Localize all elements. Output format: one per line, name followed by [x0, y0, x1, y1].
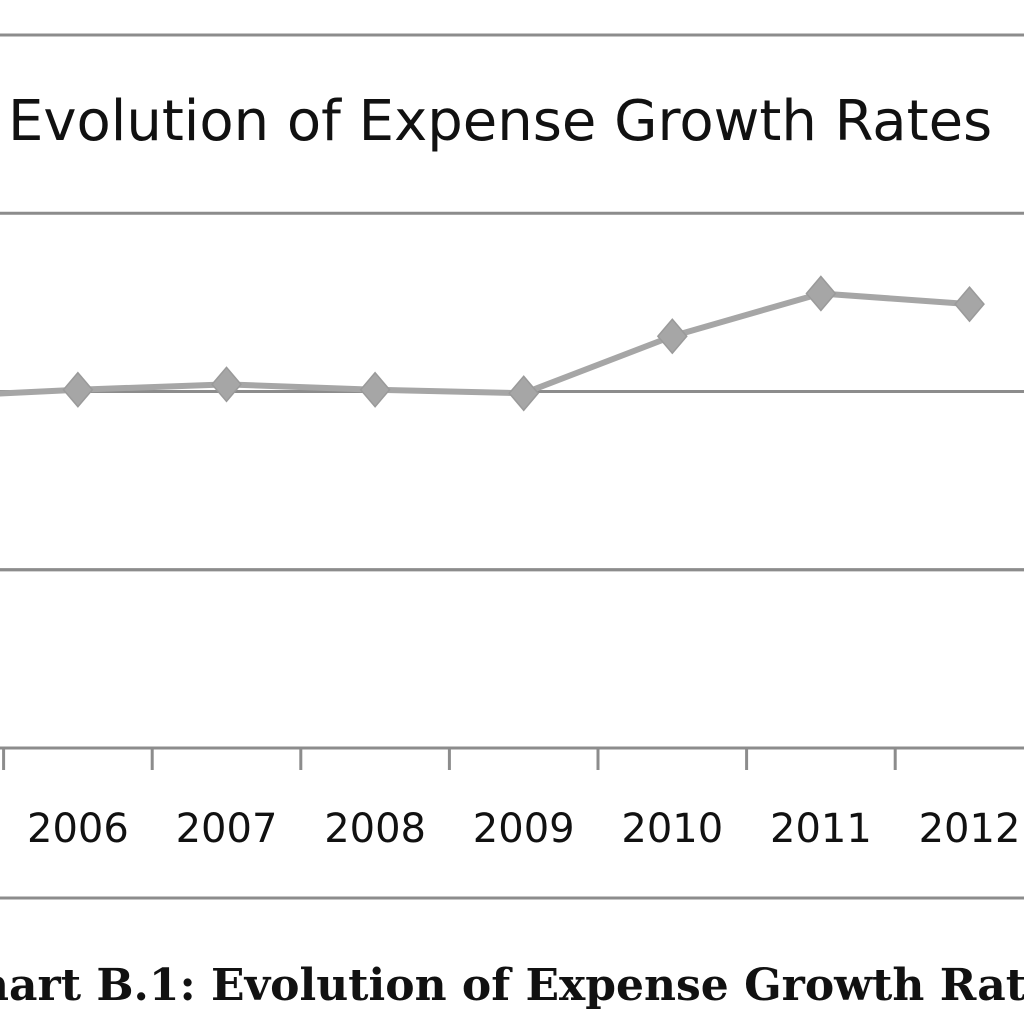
data-point-marker — [508, 375, 540, 412]
x-tick-label: 2012 — [919, 806, 1021, 852]
data-point-marker — [656, 318, 688, 355]
data-point-marker — [211, 366, 242, 403]
data-point-marker — [62, 371, 94, 408]
x-tick-label: 2008 — [324, 806, 426, 852]
x-tick-label: 2006 — [27, 806, 129, 852]
data-point-marker — [359, 371, 391, 408]
chart-title: Evolution of Expense Growth Rates — [8, 89, 992, 154]
x-axis-tick-labels: 20052006200720082009201020112012 — [27, 806, 1021, 852]
x-tick-label: 2011 — [770, 806, 872, 852]
series-line — [0, 290, 970, 397]
x-tick-label: 2010 — [621, 806, 723, 852]
x-tick-label: 2007 — [176, 806, 278, 852]
chart-caption: Chart B.1: Evolution of Expense Growth R… — [0, 960, 1024, 1011]
data-point-marker — [805, 275, 837, 312]
x-axis-ticks — [2, 748, 897, 770]
series-markers — [62, 275, 985, 412]
data-point-marker — [954, 285, 985, 323]
series-line-group — [0, 290, 970, 397]
x-tick-label: 2009 — [473, 806, 575, 852]
